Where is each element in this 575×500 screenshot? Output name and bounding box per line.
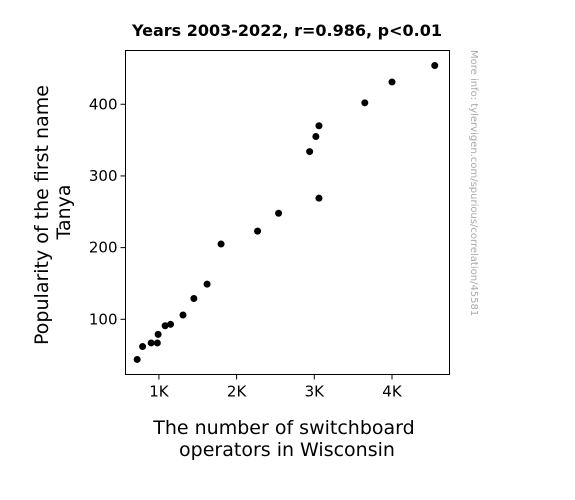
data-point [388, 78, 396, 86]
data-point [312, 133, 320, 141]
y-tick-label: 400 [89, 95, 118, 113]
data-point [153, 339, 161, 347]
x-axis-label: The number of switchboard operators in W… [152, 417, 421, 461]
y-axis-label-line-2: Tanya [53, 184, 75, 240]
data-points [133, 62, 439, 363]
data-point [361, 99, 369, 107]
data-point [254, 227, 262, 235]
data-point [275, 209, 283, 217]
data-point [161, 322, 169, 330]
data-point [139, 343, 147, 351]
data-point [179, 311, 187, 319]
data-point [306, 148, 314, 156]
x-tick-label: 4K [382, 383, 403, 401]
data-point [315, 194, 323, 202]
data-point [167, 320, 175, 328]
x-tick-label: 1K [149, 383, 170, 401]
x-tick-label: 2K [227, 383, 248, 401]
y-tick-label: 100 [89, 310, 118, 328]
data-point [315, 122, 323, 130]
y-axis-label-line-1: Popularity of the first name [31, 85, 53, 345]
data-point [203, 280, 211, 288]
chart-title: Years 2003-2022, r=0.986, p<0.01 [131, 21, 442, 40]
data-point [147, 339, 155, 347]
x-axis-ticks: 1K 2K 3K 4K [149, 374, 403, 401]
data-point [217, 240, 225, 248]
y-tick-label: 200 [89, 239, 118, 257]
y-tick-label: 300 [89, 167, 118, 185]
plot-frame [125, 50, 450, 375]
data-point [431, 62, 439, 70]
data-point [190, 295, 198, 303]
x-tick-label: 3K [305, 383, 326, 401]
y-axis-ticks: 100 200 300 400 [89, 95, 126, 328]
plot-area: 1K 2K 3K 4K 100 200 300 400 [89, 50, 450, 401]
y-axis-label: Popularity of the first name Tanya [31, 79, 75, 345]
watermark-text: More info: tylervigen.com/spurious/corre… [468, 50, 479, 316]
x-axis-label-line-1: The number of switchboard [152, 417, 414, 439]
data-point [133, 355, 141, 363]
x-axis-label-line-2: operators in Wisconsin [179, 439, 395, 461]
data-point [154, 330, 162, 338]
